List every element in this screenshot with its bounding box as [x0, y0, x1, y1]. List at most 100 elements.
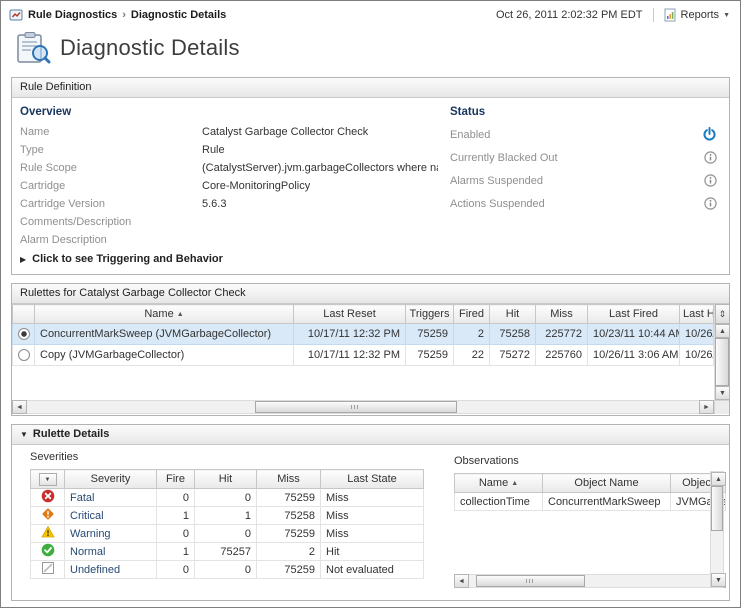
observations-heading: Observations [454, 455, 519, 467]
severity-filter-header: ▼ [30, 469, 65, 489]
field-cartridge: Cartridge Core-MonitoringPolicy [20, 180, 311, 192]
column-header-severity[interactable]: Severity [64, 469, 157, 489]
column-header-last-reset[interactable]: Last Reset [293, 304, 406, 324]
column-header-name[interactable]: Name ▲ [34, 304, 294, 324]
page-title: Diagnostic Details [60, 35, 240, 60]
fatal-icon [41, 489, 55, 504]
rulette-row-concurrentmarksweep[interactable]: ConcurrentMarkSweep (JVMGarbageCollector… [12, 323, 714, 345]
column-header-obs-name[interactable]: Name ▲ [454, 473, 543, 493]
field-comments: Comments/Description [20, 216, 132, 228]
field-alarm-description: Alarm Description [20, 234, 107, 246]
scroll-up-button[interactable]: ▲ [711, 472, 726, 486]
overview-heading: Overview [20, 106, 72, 118]
scrollbar-corner [714, 400, 729, 414]
critical-icon [41, 508, 55, 522]
scroll-down-button[interactable]: ▼ [711, 573, 726, 587]
rulettes-table: Name ▲ Last Reset Triggers Fired Hit Miss… [12, 304, 714, 366]
column-chooser-button[interactable]: ⇕ [715, 304, 730, 324]
observation-row-collectiontime[interactable]: collectionTime ConcurrentMarkSweep JVMGa… [454, 492, 726, 511]
observations-vertical-scrollbar[interactable]: ▲ ▼ [710, 471, 726, 588]
severities-header-row: ▼ Severity Fire Hit Miss Last State [30, 469, 424, 489]
scroll-left-button[interactable]: ◄ [12, 400, 27, 414]
rulettes-vertical-scrollbar[interactable]: ⇕ ▲ ▼ [714, 304, 730, 400]
rulette-radio[interactable] [18, 328, 30, 341]
severities-table: ▼ Severity Fire Hit Miss Last State Fata… [30, 469, 424, 579]
rulette-row-copy[interactable]: Copy (JVMGarbageCollector) 10/17/11 12:3… [12, 344, 714, 366]
undefined-icon [41, 562, 55, 576]
vertical-scrollbar-thumb[interactable] [715, 338, 729, 386]
reports-button-label: Reports [680, 9, 720, 21]
vertical-scrollbar-thumb[interactable] [711, 486, 723, 532]
breadcrumb: Rule Diagnostics › Diagnostic Details [9, 8, 226, 22]
info-icon [704, 197, 717, 210]
sort-asc-icon: ▲ [176, 311, 184, 318]
scroll-right-icon: ► [703, 403, 710, 411]
rulette-details-panel: ▼ Rulette Details Severities ▼ Severity … [11, 424, 730, 601]
field-name: Name Catalyst Garbage Collector Check [20, 126, 369, 138]
column-header-hit[interactable]: Hit [489, 304, 536, 324]
status-section: Status Enabled Currently Blacked Out Ala… [450, 106, 717, 215]
rule-definition-panel: Rule Definition Overview Name Catalyst Ga… [11, 77, 730, 275]
sort-asc-icon: ▲ [511, 480, 519, 487]
column-header-last-state[interactable]: Last State [320, 469, 424, 489]
overview-section: Overview Name Catalyst Garbage Collector … [20, 106, 438, 249]
column-header-object-name[interactable]: Object Name [542, 473, 671, 493]
scroll-up-icon: ▲ [719, 327, 726, 335]
column-header-sev-hit[interactable]: Hit [194, 469, 257, 489]
warning-icon [40, 525, 55, 540]
collapse-arrow-icon: ▼ [20, 430, 28, 439]
info-icon [704, 151, 717, 164]
scroll-left-icon: ◄ [458, 577, 465, 585]
power-icon[interactable] [702, 127, 717, 142]
scroll-left-button[interactable]: ◄ [454, 574, 469, 588]
severity-filter-dropdown[interactable]: ▼ [38, 473, 57, 487]
column-header-triggers[interactable]: Triggers [405, 304, 454, 324]
field-rule-scope: Rule Scope (CatalystServer).jvm.garbageCo… [20, 162, 438, 174]
observations-horizontal-scrollbar[interactable]: ◄ ► [454, 574, 726, 588]
breadcrumb-current: Diagnostic Details [130, 9, 227, 21]
reports-caret-icon: ▼ [723, 11, 730, 19]
diagnostic-details-icon [15, 31, 51, 65]
reports-button[interactable]: Reports ▼ [664, 8, 730, 22]
status-heading: Status [450, 106, 486, 118]
field-cartridge-version: Cartridge Version 5.6.3 [20, 198, 227, 210]
expander-arrow-icon: ▶ [20, 254, 27, 264]
scroll-up-button[interactable]: ▲ [715, 324, 730, 338]
rulette-radio[interactable] [18, 349, 30, 362]
rulettes-header-row: Name ▲ Last Reset Triggers Fired Hit Miss… [12, 304, 714, 324]
rulettes-panel-title: Rulettes for Catalyst Garbage Collector … [12, 284, 729, 304]
severities-section: Severities ▼ Severity Fire Hit Miss Last… [30, 451, 424, 579]
rule-definition-panel-title: Rule Definition [12, 78, 729, 98]
observations-table: Name ▲ Object Name Object collectionTime … [454, 473, 726, 511]
topbar: Rule Diagnostics › Diagnostic Details Oc… [1, 1, 740, 29]
severity-row-warning: Warning 0 0 75259 Miss [30, 524, 424, 543]
rulettes-horizontal-scrollbar[interactable]: ◄ ► [12, 400, 714, 414]
info-icon [704, 174, 717, 187]
scroll-right-button[interactable]: ► [699, 400, 714, 414]
field-type: Type Rule [20, 144, 225, 156]
scroll-left-icon: ◄ [16, 403, 23, 411]
scroll-down-button[interactable]: ▼ [715, 386, 730, 400]
topbar-divider [652, 8, 654, 22]
triggering-behavior-expander[interactable]: ▶ Click to see Triggering and Behavior [20, 253, 223, 265]
column-header-miss[interactable]: Miss [535, 304, 588, 324]
column-header-last-fired[interactable]: Last Fired [587, 304, 680, 324]
status-actions-suspended: Actions Suspended [450, 192, 717, 215]
breadcrumb-separator: › [122, 9, 126, 21]
status-blacked-out: Currently Blacked Out [450, 146, 717, 169]
status-enabled: Enabled [450, 123, 717, 146]
filter-caret-icon: ▼ [44, 476, 51, 483]
severity-row-normal: Normal 1 75257 2 Hit [30, 542, 424, 561]
severity-row-critical: Critical 1 1 75258 Miss [30, 506, 424, 525]
rulette-details-header[interactable]: ▼ Rulette Details [12, 425, 729, 445]
column-header-fire[interactable]: Fire [156, 469, 195, 489]
horizontal-scrollbar-thumb[interactable] [255, 401, 458, 413]
horizontal-scrollbar-thumb[interactable] [476, 575, 586, 587]
rulette-details-title: Rulette Details [32, 428, 110, 440]
column-header-fired[interactable]: Fired [453, 304, 490, 324]
breadcrumb-rule-diagnostics[interactable]: Rule Diagnostics [28, 9, 118, 21]
column-header-last-hit[interactable]: Last Hit [679, 304, 714, 324]
scroll-down-icon: ▼ [715, 576, 722, 584]
column-header-sev-miss[interactable]: Miss [256, 469, 321, 489]
